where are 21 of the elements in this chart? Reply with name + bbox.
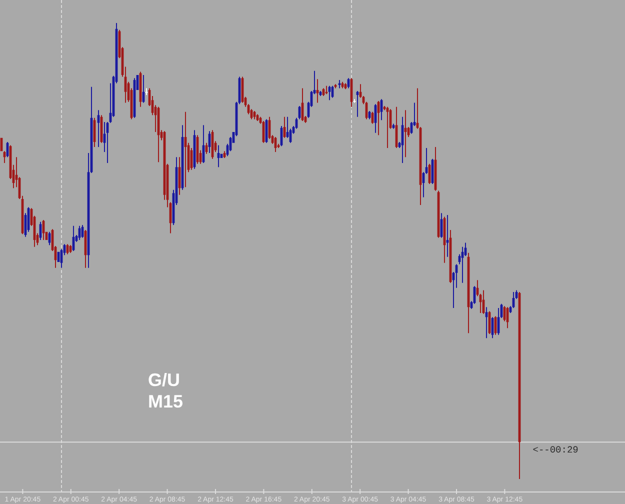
candlestick: [353, 99, 356, 103]
candlestick: [392, 124, 395, 129]
candlestick: [325, 86, 328, 94]
candlestick: [97, 110, 100, 148]
ref-line-label: <--00:29: [532, 444, 579, 456]
candlestick: [217, 145, 220, 168]
candlestick: [404, 110, 407, 158]
candlestick: [461, 246, 464, 283]
annotation: G/U: [148, 370, 180, 390]
candlestick: [106, 122, 109, 163]
candlestick: [184, 112, 187, 188]
candlestick: [377, 100, 380, 136]
candlestick: [356, 90, 359, 117]
candlestick: [485, 307, 488, 338]
candlestick: [446, 214, 449, 257]
candlestick: [145, 88, 148, 96]
annotation: M15: [148, 392, 184, 412]
candlestick: [142, 74, 145, 103]
candlestick: [316, 79, 319, 103]
candlestick: [386, 106, 389, 148]
candlestick: [338, 80, 341, 88]
